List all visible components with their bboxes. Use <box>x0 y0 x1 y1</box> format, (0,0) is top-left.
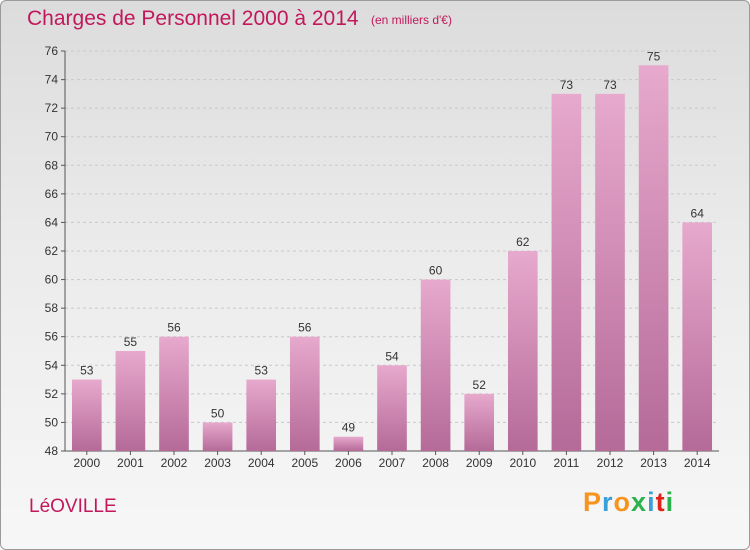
y-tick-label: 72 <box>45 101 59 115</box>
y-tick-label: 76 <box>45 44 59 58</box>
data-label-2006: 49 <box>342 421 356 435</box>
x-tick-label-2008: 2008 <box>422 456 449 470</box>
proxiti-logo: Proxiti <box>583 487 674 518</box>
x-tick-label-2005: 2005 <box>291 456 318 470</box>
bar-2003 <box>202 422 233 451</box>
y-tick-label: 70 <box>45 130 59 144</box>
bar-2010 <box>507 251 538 451</box>
bar-2005 <box>289 336 320 451</box>
data-label-2000: 53 <box>80 364 94 378</box>
bar-2000 <box>71 379 102 451</box>
commune-name: LéOVILLE <box>29 496 117 517</box>
logo-letter: r <box>602 487 614 517</box>
x-tick-label-2014: 2014 <box>684 456 711 470</box>
x-tick-label-2001: 2001 <box>117 456 144 470</box>
logo-letter: t <box>655 487 666 517</box>
chart-subtitle: (en milliers d'€) <box>371 13 452 27</box>
x-tick-label-2011: 2011 <box>553 456 579 470</box>
x-tick-label-2012: 2012 <box>597 456 624 470</box>
y-tick-label: 54 <box>45 358 59 372</box>
logo-letter: P <box>583 487 603 517</box>
y-tick-label: 52 <box>45 387 59 401</box>
y-tick-label: 48 <box>45 444 59 458</box>
data-label-2014: 64 <box>691 206 705 220</box>
bar-2006 <box>333 436 364 451</box>
bar-2002 <box>159 336 189 451</box>
y-tick-label: 56 <box>45 330 59 344</box>
y-tick-label: 74 <box>45 73 59 87</box>
bar-2014 <box>682 222 713 451</box>
bars: 53 55 56 50 53 56 49 54 60 52 62 73 73 75 64 <box>71 49 713 452</box>
x-tick-label-2010: 2010 <box>509 456 536 470</box>
data-label-2002: 56 <box>167 321 181 335</box>
x-tick-label-2006: 2006 <box>335 456 362 470</box>
data-label-2013: 75 <box>647 49 661 63</box>
logo-letter: i <box>665 487 675 517</box>
x-tick-label-2003: 2003 <box>204 456 231 470</box>
bar-2004 <box>246 379 277 451</box>
data-label-2004: 53 <box>255 364 269 378</box>
bar-2001 <box>115 351 146 451</box>
bar-2013 <box>638 65 669 452</box>
x-tick-label-2004: 2004 <box>248 456 275 470</box>
x-tick-label-2002: 2002 <box>161 456 188 470</box>
data-label-2008: 60 <box>429 264 443 278</box>
data-label-2007: 54 <box>385 349 399 363</box>
bar-2007 <box>377 365 407 451</box>
bar-2008 <box>420 279 451 451</box>
chart-title: Charges de Personnel 2000 à 2014 <box>27 7 359 30</box>
y-tick-label: 58 <box>45 301 59 315</box>
y-tick-label: 68 <box>45 158 59 172</box>
y-tick-label: 50 <box>45 415 59 429</box>
logo-letter: x <box>631 487 648 517</box>
x-tick-label-2007: 2007 <box>379 456 406 470</box>
data-label-2012: 73 <box>603 78 617 92</box>
bar-2011 <box>551 93 582 451</box>
axes: 48 50 52 54 56 58 60 62 64 66 68 70 72 74 76 2000 2001 20… <box>45 44 719 470</box>
data-label-2001: 55 <box>124 335 138 349</box>
x-tick-label-2000: 2000 <box>73 456 100 470</box>
y-tick-label: 66 <box>45 187 59 201</box>
x-tick-label-2009: 2009 <box>466 456 493 470</box>
y-tick-label: 60 <box>45 273 59 287</box>
data-label-2009: 52 <box>473 378 487 392</box>
data-label-2010: 62 <box>516 235 530 249</box>
data-label-2003: 50 <box>211 406 225 420</box>
x-tick-label-2013: 2013 <box>640 456 667 470</box>
data-label-2005: 56 <box>298 321 312 335</box>
bar-2012 <box>595 93 625 451</box>
logo-letter: i <box>647 487 656 517</box>
data-label-2011: 73 <box>560 78 574 92</box>
bar-2009 <box>464 393 495 451</box>
y-tick-label: 64 <box>45 215 59 229</box>
y-tick-label: 62 <box>45 244 59 258</box>
logo-letter: o <box>613 487 632 517</box>
